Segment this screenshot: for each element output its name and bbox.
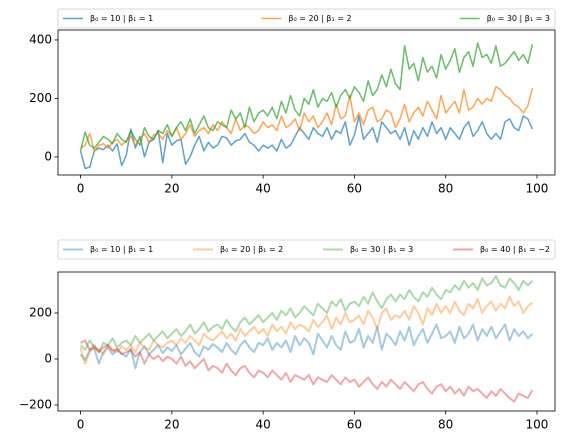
axes-frame: [57, 271, 556, 412]
legend-item: β₀ = 30 | β₁ = 3: [323, 245, 413, 254]
x-tick-label: 40: [256, 418, 271, 432]
data-line: [80, 85, 534, 152]
x-tick-label: 60: [347, 182, 362, 196]
legend-label: β₀ = 10 | β₁ = 1: [90, 14, 153, 23]
x-tick-label: 60: [347, 418, 362, 432]
legend-item: β₀ = 20 | β₁ = 2: [261, 14, 352, 23]
y-tick-label: 0: [44, 351, 52, 365]
legend: β₀ = 10 | β₁ = 1 β₀ = 20 | β₁ = 2 β₀ = 30 …: [57, 239, 556, 260]
x-tick-label: 0: [77, 182, 85, 196]
x-tick-label: 20: [164, 418, 179, 432]
legend-item: β₀ = 20 | β₁ = 2: [193, 245, 283, 254]
x-tick-label: 100: [526, 182, 549, 196]
legend-label: β₀ = 10 | β₁ = 1: [90, 245, 153, 254]
legend-item: β₀ = 30 | β₁ = 3: [459, 14, 550, 23]
legend-item: β₀ = 10 | β₁ = 1: [63, 245, 153, 254]
x-tick-label: 100: [526, 418, 549, 432]
y-tick-label: −200: [19, 398, 52, 412]
legend-item: β₀ = 10 | β₁ = 1: [63, 14, 153, 23]
legend-label: β₀ = 30 | β₁ = 3: [487, 14, 550, 23]
axes-frame: [57, 29, 556, 176]
x-tick-label: 0: [77, 418, 85, 432]
data-line: [79, 323, 534, 370]
x-tick-label: 40: [256, 182, 271, 196]
x-tick-label: 80: [438, 418, 453, 432]
data-line: [80, 339, 534, 403]
legend-label: β₀ = 20 | β₁ = 2: [220, 245, 283, 254]
x-tick-label: 80: [438, 182, 453, 196]
y-tick-label: 200: [29, 305, 52, 319]
data-line: [79, 295, 534, 365]
x-tick-label: 20: [164, 182, 179, 196]
legend-label: β₀ = 40 | β₁ = −2: [480, 245, 550, 254]
legend-frame: [57, 239, 556, 260]
data-line: [79, 275, 534, 354]
y-tick-label: 0: [44, 149, 52, 163]
legend-label: β₀ = 30 | β₁ = 3: [350, 245, 413, 254]
data-line: [79, 42, 534, 152]
legend-label: β₀ = 20 | β₁ = 2: [288, 14, 351, 23]
legend: β₀ = 10 | β₁ = 1 β₀ = 20 | β₁ = 2 β₀ = 30 …: [57, 8, 556, 29]
y-tick-label: 400: [29, 32, 52, 46]
legend-frame: [57, 8, 556, 29]
y-tick-label: 200: [29, 91, 52, 105]
legend-item: β₀ = 40 | β₁ = −2: [453, 245, 550, 254]
